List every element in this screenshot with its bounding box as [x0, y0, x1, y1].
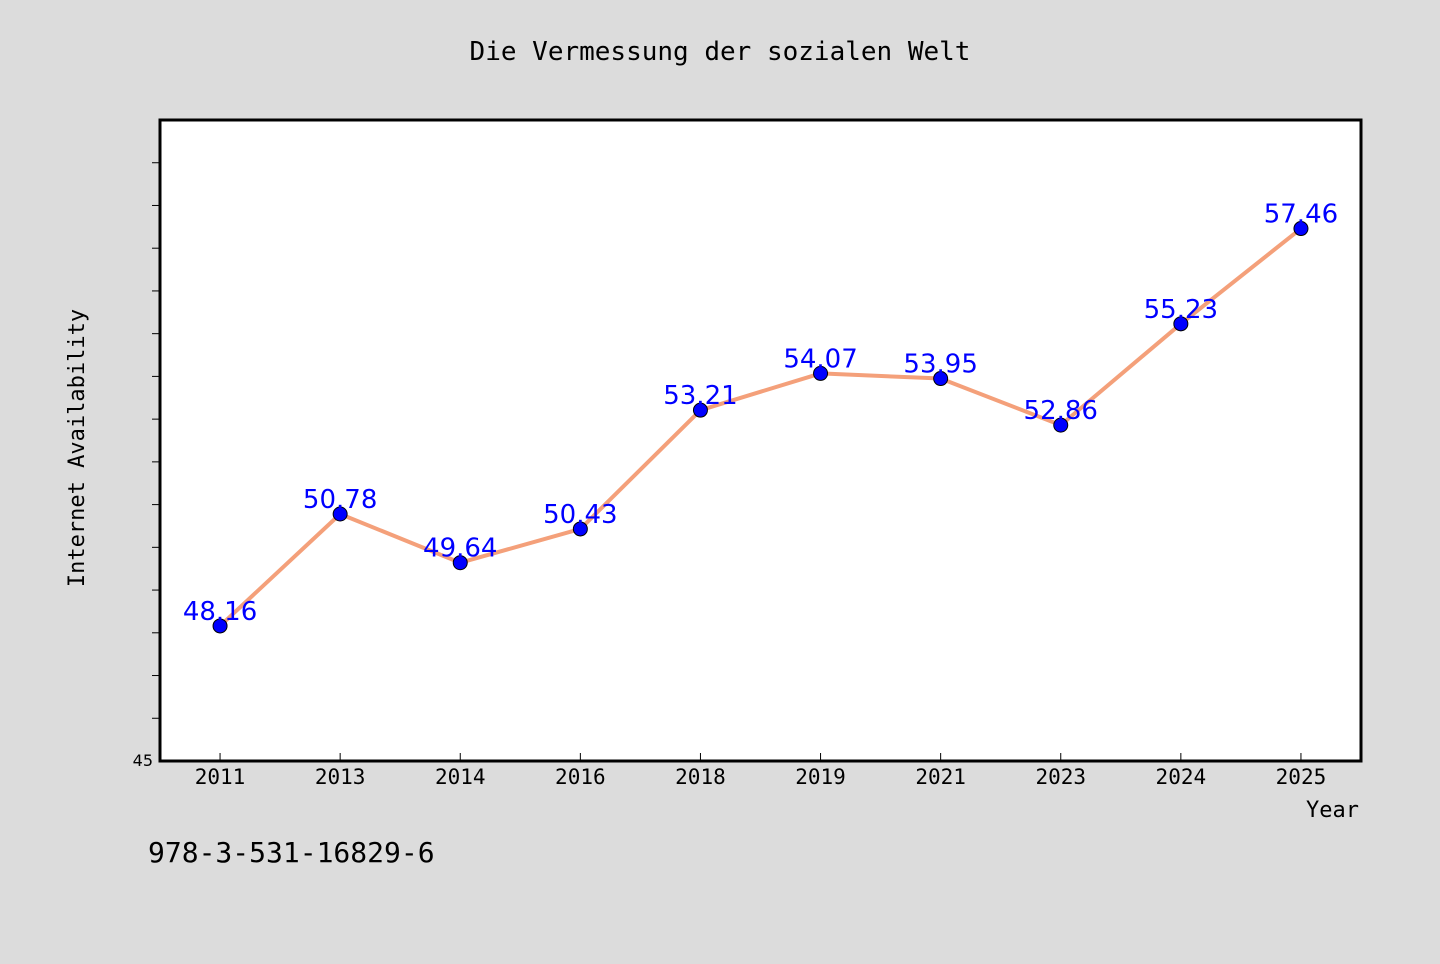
x-tick-label: 2016: [555, 765, 606, 789]
data-label: 54.07: [783, 344, 857, 374]
data-point: [813, 365, 829, 381]
series-line: [218, 226, 1303, 628]
x-tick-label: 2018: [675, 765, 726, 789]
data-label: 55.23: [1144, 295, 1218, 325]
data-point: [1293, 221, 1309, 237]
chart-title: Die Vermessung der sozialen Welt: [470, 37, 971, 67]
data-label: 48.16: [183, 597, 257, 627]
plot-area: [158, 118, 1363, 763]
data-label: 52.86: [1024, 396, 1098, 426]
y-tick-label: 45: [133, 751, 153, 770]
x-tick-label: 2013: [315, 765, 366, 789]
series-layer: [212, 221, 1309, 634]
data-label: 57.46: [1264, 200, 1338, 230]
data-point: [332, 506, 348, 522]
isbn-text: 978-3-531-16829-6: [148, 836, 435, 869]
data-point: [572, 521, 588, 537]
x-axis-ticks: 2011 2013 2014 2016 2018 2019 2021 2023 2024 2025: [195, 753, 1326, 789]
data-point: [212, 618, 228, 634]
data-label: 50.43: [543, 500, 617, 530]
data-point: [933, 371, 949, 387]
data-label: 50.78: [303, 485, 377, 515]
data-labels: 48.16 50.78 49.64 50.43 53.21 54.07 53.95 52.86…: [183, 200, 1338, 627]
data-label: 49.64: [423, 534, 497, 564]
x-axis-label: Year: [1306, 798, 1359, 823]
data-point: [692, 402, 708, 418]
data-label: 53.21: [663, 381, 737, 411]
x-tick-label: 2014: [435, 765, 486, 789]
data-label: 53.95: [903, 350, 977, 380]
x-tick-label: 2024: [1156, 765, 1207, 789]
y-axis-ticks: [152, 162, 160, 719]
y-axis-label: Internet Availability: [65, 309, 90, 587]
data-point: [1173, 316, 1189, 332]
x-tick-label: 2011: [195, 765, 246, 789]
x-tick-label: 2023: [1035, 765, 1086, 789]
x-tick-label: 2021: [915, 765, 966, 789]
x-tick-label: 2019: [795, 765, 846, 789]
data-point: [452, 555, 468, 571]
data-point: [1053, 417, 1069, 433]
x-tick-label: 2025: [1276, 765, 1327, 789]
